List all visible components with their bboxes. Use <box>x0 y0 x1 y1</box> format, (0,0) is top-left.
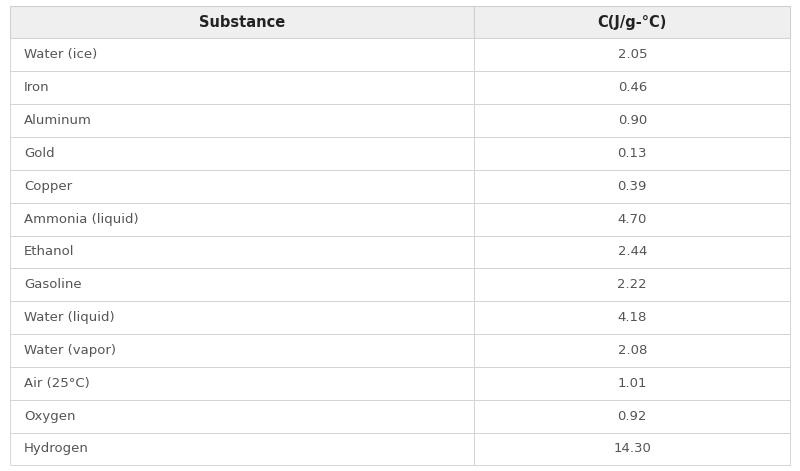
Text: 2.22: 2.22 <box>618 278 647 291</box>
Bar <box>10 367 474 400</box>
Bar <box>10 104 474 137</box>
Text: Water (ice): Water (ice) <box>24 49 98 61</box>
Text: 0.90: 0.90 <box>618 114 647 127</box>
Text: 1.01: 1.01 <box>618 377 647 390</box>
Text: Hydrogen: Hydrogen <box>24 442 89 455</box>
Text: Iron: Iron <box>24 81 50 94</box>
Bar <box>474 71 790 104</box>
Text: Oxygen: Oxygen <box>24 410 75 422</box>
Bar <box>474 268 790 301</box>
Bar <box>10 301 474 334</box>
Bar <box>10 39 474 71</box>
Bar <box>474 170 790 203</box>
Text: 4.70: 4.70 <box>618 212 647 226</box>
Text: Ethanol: Ethanol <box>24 245 74 259</box>
Bar <box>10 268 474 301</box>
Bar <box>474 6 790 39</box>
Text: 2.44: 2.44 <box>618 245 647 259</box>
Bar <box>474 39 790 71</box>
Text: Water (vapor): Water (vapor) <box>24 344 116 357</box>
Bar <box>474 367 790 400</box>
Text: Copper: Copper <box>24 180 72 193</box>
Bar <box>474 432 790 465</box>
Bar <box>10 432 474 465</box>
Text: 0.13: 0.13 <box>618 147 647 160</box>
Bar <box>474 104 790 137</box>
Text: Aluminum: Aluminum <box>24 114 92 127</box>
Bar <box>10 71 474 104</box>
Bar <box>10 170 474 203</box>
Text: 0.39: 0.39 <box>618 180 647 193</box>
Bar <box>474 203 790 236</box>
Text: Ammonia (liquid): Ammonia (liquid) <box>24 212 138 226</box>
Text: 0.46: 0.46 <box>618 81 647 94</box>
Bar <box>474 334 790 367</box>
Text: 4.18: 4.18 <box>618 311 647 324</box>
Bar <box>10 236 474 268</box>
Text: Gasoline: Gasoline <box>24 278 82 291</box>
Bar <box>474 137 790 170</box>
Bar <box>10 137 474 170</box>
Text: Air (25°C): Air (25°C) <box>24 377 90 390</box>
Bar <box>10 400 474 432</box>
Text: 14.30: 14.30 <box>614 442 651 455</box>
Text: 2.08: 2.08 <box>618 344 647 357</box>
Bar <box>474 400 790 432</box>
Text: Substance: Substance <box>198 15 285 30</box>
Text: C(J/g-°C): C(J/g-°C) <box>598 15 667 30</box>
Bar <box>474 301 790 334</box>
Text: 0.92: 0.92 <box>618 410 647 422</box>
Text: Water (liquid): Water (liquid) <box>24 311 114 324</box>
Bar <box>10 6 474 39</box>
Text: Gold: Gold <box>24 147 54 160</box>
Text: 2.05: 2.05 <box>618 49 647 61</box>
Bar <box>10 334 474 367</box>
Bar <box>474 236 790 268</box>
Bar <box>10 203 474 236</box>
